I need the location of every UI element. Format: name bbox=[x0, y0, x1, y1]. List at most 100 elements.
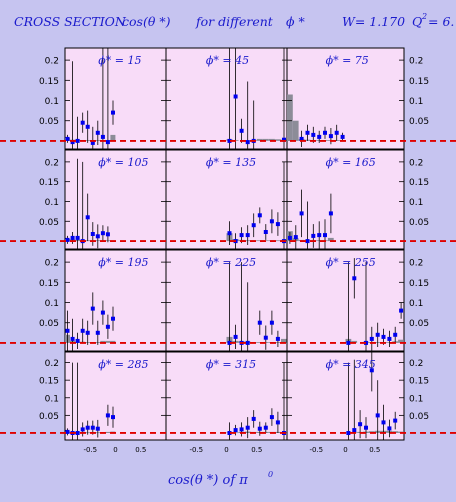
data-point bbox=[80, 427, 85, 432]
y-tick-label-left: 0.1 bbox=[45, 198, 59, 208]
data-point bbox=[95, 330, 100, 335]
y-tick-label-right: 0.05 bbox=[409, 218, 429, 228]
title-expr: cos(θ *) bbox=[122, 14, 171, 29]
data-point bbox=[311, 233, 316, 238]
data-point bbox=[245, 233, 250, 238]
x-axis-label-sup: 0 bbox=[268, 470, 273, 479]
x-tick-label: 0 bbox=[113, 446, 117, 454]
data-point bbox=[275, 336, 280, 341]
data-point bbox=[263, 425, 268, 430]
y-tick-label-left: 0.05 bbox=[39, 412, 59, 422]
data-point bbox=[328, 134, 333, 139]
data-point bbox=[95, 234, 100, 239]
data-point bbox=[257, 320, 262, 325]
data-point bbox=[105, 324, 110, 329]
panel-0: ϕ* = 15 bbox=[64, 47, 167, 150]
panel-5: ϕ* = 165 bbox=[286, 149, 405, 250]
panel-label: ϕ* = 15 bbox=[98, 54, 141, 67]
data-point bbox=[85, 215, 90, 220]
data-point bbox=[65, 136, 70, 141]
data-point bbox=[251, 416, 256, 421]
data-point bbox=[305, 239, 310, 244]
x-axis-label: cos(θ *) of π bbox=[168, 473, 248, 488]
data-point bbox=[299, 211, 304, 216]
data-point bbox=[375, 332, 380, 337]
panel-frame bbox=[286, 149, 405, 250]
data-point bbox=[70, 140, 75, 145]
histogram-bar bbox=[110, 134, 116, 141]
histogram-bar bbox=[256, 240, 263, 242]
data-point bbox=[233, 428, 238, 433]
data-point bbox=[75, 138, 80, 143]
y-tick-label-right: 0.15 bbox=[409, 178, 429, 188]
data-point bbox=[90, 232, 95, 236]
y-tick-label-right: 0.05 bbox=[409, 319, 429, 329]
panel-label: ϕ* = 285 bbox=[98, 358, 148, 371]
histogram-bar bbox=[256, 138, 263, 141]
y-tick-label-right: 0.15 bbox=[409, 279, 429, 289]
data-point bbox=[70, 336, 75, 341]
y-tick-label-left: 0.1 bbox=[45, 299, 59, 309]
panel-frame bbox=[165, 351, 288, 441]
histogram-bar bbox=[327, 237, 334, 242]
panel-label: ϕ* = 225 bbox=[206, 256, 256, 269]
histogram-bar bbox=[351, 340, 358, 343]
x-tick-label: -0.5 bbox=[309, 446, 323, 454]
title-phi: ϕ * bbox=[286, 14, 305, 29]
panel-2: ϕ* = 75 bbox=[286, 47, 405, 150]
histogram-bar bbox=[292, 120, 299, 141]
data-point bbox=[95, 130, 100, 135]
data-point bbox=[375, 413, 380, 418]
panel-label: ϕ* = 165 bbox=[326, 156, 376, 169]
data-point bbox=[111, 415, 115, 420]
y-tick-label-left: 0.15 bbox=[39, 178, 59, 188]
data-point bbox=[111, 110, 115, 115]
data-point bbox=[90, 425, 95, 430]
data-point bbox=[75, 338, 80, 343]
data-point bbox=[305, 130, 310, 135]
panel-label: ϕ* = 75 bbox=[326, 54, 369, 67]
title-w: W= 1.170 bbox=[342, 14, 405, 29]
panel-3: ϕ* = 105 bbox=[64, 149, 167, 250]
data-point bbox=[269, 219, 274, 224]
y-tick-label-left: 0.1 bbox=[45, 97, 59, 107]
chart-title: CROSS SECTION cos(θ *) for different ϕ *… bbox=[14, 12, 454, 29]
x-tick-label: 0.5 bbox=[369, 446, 380, 454]
y-tick-label-left: 0.15 bbox=[39, 77, 59, 87]
data-point bbox=[245, 425, 250, 430]
data-point bbox=[85, 124, 90, 129]
panel-label: ϕ* = 345 bbox=[326, 358, 376, 371]
data-point bbox=[65, 429, 70, 434]
title-middle: for different bbox=[195, 14, 274, 29]
x-tick-label: 0 bbox=[343, 446, 347, 454]
data-point bbox=[80, 120, 85, 125]
svg-text:CROSS SECTION cos(θ *): CROSS SECTION cos(θ *) for different ϕ *… bbox=[14, 14, 422, 29]
data-point bbox=[287, 235, 292, 240]
data-point bbox=[387, 336, 392, 341]
data-point bbox=[251, 223, 256, 228]
data-point bbox=[65, 237, 70, 242]
data-point bbox=[352, 428, 357, 433]
x-tick-label: -0.5 bbox=[83, 446, 97, 454]
panel-frame bbox=[64, 351, 167, 441]
y-tick-label-right: 0.2 bbox=[409, 259, 423, 269]
histogram-bar bbox=[262, 138, 269, 141]
histogram-bar bbox=[105, 431, 111, 433]
data-point bbox=[100, 134, 105, 139]
data-point bbox=[233, 334, 238, 339]
data-point bbox=[239, 233, 244, 238]
data-point bbox=[111, 316, 115, 321]
data-point bbox=[399, 308, 404, 313]
data-point bbox=[245, 140, 250, 145]
y-tick-label-right: 0.15 bbox=[409, 77, 429, 87]
panel-1: ϕ* = 45 bbox=[165, 47, 288, 150]
data-point bbox=[340, 134, 345, 139]
data-point bbox=[269, 320, 274, 325]
data-point bbox=[100, 310, 105, 315]
data-point bbox=[80, 328, 85, 333]
data-point bbox=[95, 426, 100, 431]
data-point bbox=[387, 426, 392, 431]
data-point bbox=[70, 235, 75, 240]
data-point bbox=[346, 340, 351, 345]
